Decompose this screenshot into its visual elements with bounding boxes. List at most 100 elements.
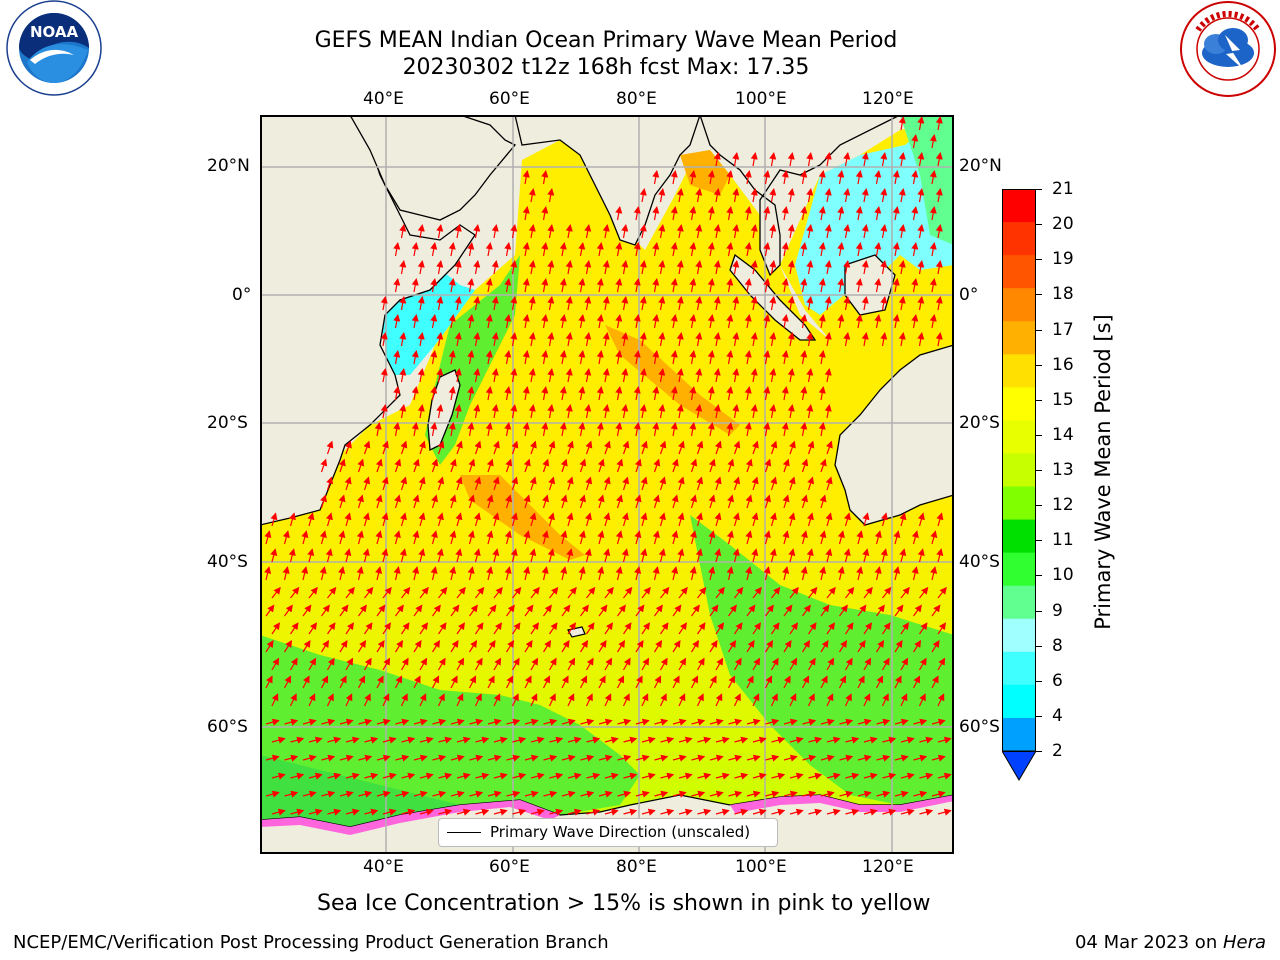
wave-direction-arrow: [436, 548, 444, 563]
wave-direction-arrow: [623, 772, 638, 780]
wave-direction-arrow: [467, 422, 475, 437]
wave-direction-arrow: [548, 657, 557, 671]
wave-direction-arrow: [530, 657, 539, 671]
wave-direction-arrow: [288, 512, 296, 527]
wave-direction-arrow: [678, 736, 693, 744]
wave-direction-arrow: [584, 404, 592, 419]
wave-direction-arrow: [301, 566, 309, 581]
wave-direction-arrow: [380, 404, 388, 419]
wave-direction-arrow: [382, 736, 397, 744]
wave-direction-arrow: [824, 296, 832, 311]
wave-direction-arrow: [432, 754, 447, 762]
wave-direction-arrow: [567, 657, 576, 671]
wave-direction-arrow: [787, 332, 795, 347]
wave-direction-arrow: [863, 586, 873, 599]
wave-direction-arrow: [547, 368, 555, 383]
wave-direction-arrow: [732, 368, 740, 383]
wave-direction-arrow: [898, 224, 906, 239]
wave-direction-arrow: [358, 754, 373, 762]
wave-direction-arrow: [339, 639, 348, 653]
wave-direction-arrow: [615, 566, 623, 581]
wave-direction-arrow: [654, 790, 669, 798]
wave-direction-arrow: [381, 476, 389, 491]
wave-direction-arrow: [549, 772, 564, 780]
wave-direction-arrow: [301, 530, 309, 545]
wave-direction-arrow: [549, 586, 559, 599]
wave-direction-arrow: [417, 368, 425, 383]
wave-direction-arrow: [302, 754, 317, 762]
lon-label-top-80e: 80°E: [616, 89, 657, 109]
wave-direction-arrow: [413, 790, 428, 798]
wave-direction-arrow: [732, 548, 740, 563]
wave-direction-arrow: [363, 693, 371, 707]
wave-direction-arrow: [528, 296, 536, 311]
wave-direction-arrow: [676, 404, 684, 419]
wave-direction-arrow: [654, 754, 669, 762]
wave-direction-arrow: [856, 530, 864, 545]
wave-direction-arrow: [635, 790, 650, 798]
wave-direction-arrow: [510, 548, 518, 563]
wave-direction-arrow: [431, 675, 440, 689]
wave-direction-arrow: [617, 718, 632, 726]
wave-direction-arrow: [543, 604, 552, 617]
wave-direction-arrow: [467, 314, 475, 329]
wave-direction-arrow: [393, 278, 401, 293]
wave-direction-arrow: [530, 693, 538, 707]
wave-direction-arrow: [510, 404, 518, 419]
wave-direction-arrow: [541, 278, 549, 293]
wave-direction-arrow: [641, 736, 656, 744]
wave-direction-arrow: [726, 170, 734, 185]
wave-direction-arrow: [319, 566, 327, 581]
wave-direction-arrow: [265, 604, 275, 617]
wave-direction-arrow: [677, 476, 685, 491]
wave-direction-arrow: [788, 476, 796, 491]
wave-direction-arrow: [697, 772, 712, 780]
wave-direction-arrow: [320, 639, 330, 653]
wave-direction-arrow: [861, 296, 869, 311]
wave-direction-arrow: [467, 242, 475, 257]
wave-direction-arrow: [467, 350, 475, 365]
wave-direction-arrow: [912, 675, 921, 689]
wave-direction-arrow: [935, 224, 943, 239]
wave-direction-arrow: [800, 422, 808, 437]
wave-direction-arrow: [634, 530, 642, 545]
wave-direction-arrow: [475, 622, 484, 635]
wave-direction-arrow: [652, 530, 660, 545]
colorbar-tick-mark: [1036, 751, 1042, 752]
wave-direction-arrow: [364, 622, 373, 635]
wave-direction-arrow: [745, 458, 753, 473]
wave-direction-arrow: [565, 368, 573, 383]
wave-direction-arrow: [320, 494, 327, 509]
wave-direction-arrow: [448, 350, 456, 365]
footer-right: 04 Mar 2023 on Hera: [1075, 932, 1266, 953]
wave-direction-arrow: [855, 278, 863, 293]
wave-direction-arrow: [431, 639, 441, 653]
wave-direction-arrow: [824, 332, 832, 347]
wave-direction-arrow: [541, 242, 549, 257]
wave-direction-arrow: [752, 657, 761, 671]
wave-direction-arrow: [708, 494, 716, 509]
wave-direction-arrow: [826, 772, 841, 780]
wave-direction-arrow: [715, 736, 730, 744]
wave-direction-arrow: [399, 368, 407, 383]
wave-direction-arrow: [362, 512, 370, 527]
wave-direction-arrow: [485, 314, 493, 329]
colorbar-tick-label: 19: [1052, 249, 1074, 270]
wave-direction-arrow: [652, 170, 660, 185]
wave-direction-arrow: [455, 548, 463, 563]
wave-direction-arrow: [917, 512, 925, 527]
colorbar-tick-label: 15: [1052, 389, 1074, 410]
wave-direction-arrow: [467, 530, 475, 545]
wave-direction-arrow: [432, 604, 441, 617]
wave-direction-arrow: [818, 386, 826, 401]
wave-direction-arrow: [781, 422, 789, 437]
wave-direction-arrow: [843, 188, 851, 203]
wave-direction-arrow: [677, 440, 685, 455]
wave-direction-arrow: [689, 278, 697, 293]
wave-direction-arrow: [567, 622, 576, 635]
colorbar-band: [1002, 717, 1036, 752]
wave-direction-arrow: [289, 693, 297, 707]
wave-direction-arrow: [802, 790, 817, 798]
wave-direction-arrow: [912, 639, 922, 653]
wave-direction-arrow: [856, 566, 864, 581]
